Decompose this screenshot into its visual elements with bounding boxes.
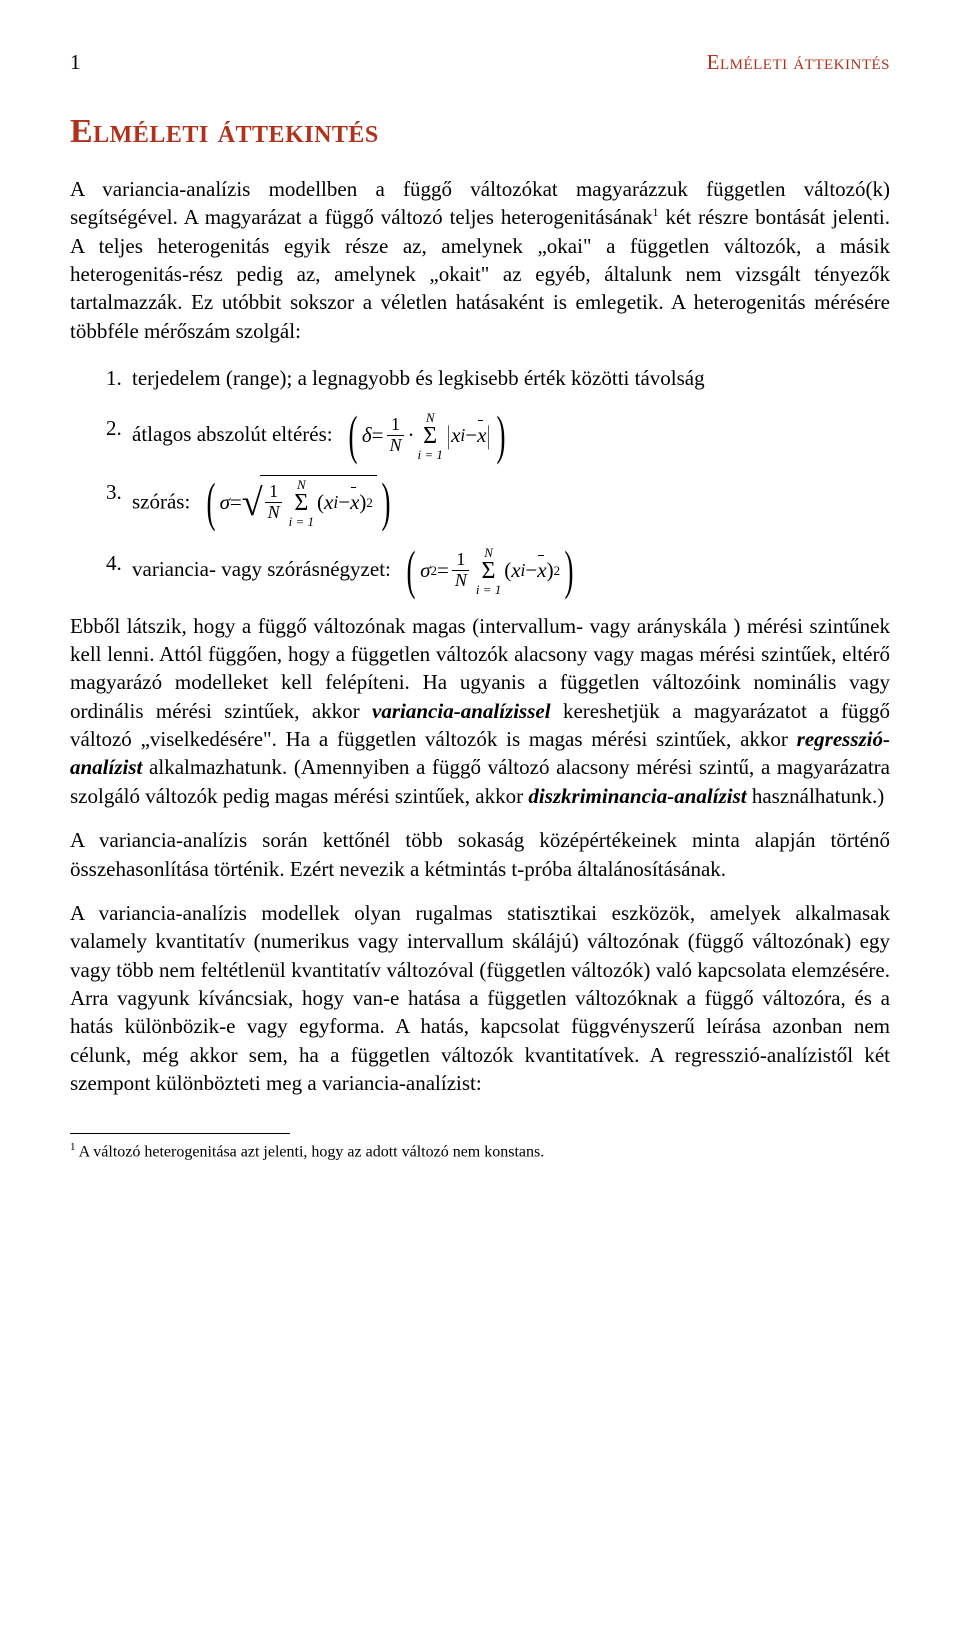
- item-label: variancia- vagy szórásnégyzet:: [132, 557, 391, 581]
- page-number: 1: [70, 50, 81, 75]
- sigma-symbol: σ: [420, 553, 430, 589]
- x-bar: x: [477, 418, 486, 454]
- paragraph-models: A variancia-analízis modellek olyan ruga…: [70, 899, 890, 1097]
- sum-lower: i = 1: [476, 583, 501, 596]
- numerator: 1: [387, 415, 404, 436]
- page-title: Elméleti áttekintés: [70, 113, 890, 151]
- list-item: 3. szórás: ( σ = √ 1 N: [106, 475, 890, 532]
- list-number: 1.: [106, 361, 132, 397]
- term-discriminant-analysis: diszkriminancia-analízist: [528, 784, 746, 808]
- fraction: 1 N: [385, 415, 405, 456]
- footnote-text: A változó heterogenitása azt jelenti, ho…: [76, 1144, 545, 1161]
- minus-symbol: −: [338, 485, 350, 521]
- squared: 2: [366, 492, 373, 514]
- list-item: 1. terjedelem (range); a legnagyobb és l…: [106, 361, 890, 397]
- footnote: 1 A változó heterogenitása azt jelenti, …: [70, 1140, 890, 1163]
- summation: N Σ i = 1: [476, 546, 501, 596]
- denominator: N: [264, 503, 284, 523]
- fraction: 1 N: [451, 550, 471, 591]
- fraction: 1 N: [264, 482, 284, 523]
- x-var: x: [451, 418, 460, 454]
- numerator: 1: [452, 550, 469, 571]
- squared: 2: [554, 560, 561, 582]
- formula-variance: ( σ2 = 1 N N Σ i = 1 (xi: [402, 546, 578, 596]
- paren-right-icon: ): [496, 417, 505, 455]
- list-number: 2.: [106, 411, 132, 461]
- minus-symbol: −: [525, 553, 537, 589]
- x-bar: x: [537, 553, 546, 589]
- paragraph-scales: Ebből látszik, hogy a függő változónak m…: [70, 612, 890, 810]
- list-text: variancia- vagy szórásnégyzet: ( σ 2 = 1 …: [132, 546, 890, 596]
- intro-paragraph: A variancia-analízis modellben a függő v…: [70, 175, 890, 345]
- list-text: terjedelem (range); a legnagyobb és legk…: [132, 361, 890, 397]
- list-text: átlagos abszolút eltérés: ( δ = 1 N · N: [132, 411, 890, 461]
- equals-symbol: =: [437, 553, 449, 589]
- item-label: szórás:: [132, 489, 190, 513]
- paragraph-ttest: A variancia-analízis során kettőnél több…: [70, 826, 890, 883]
- paren-right-icon: ): [381, 484, 390, 522]
- denominator: N: [385, 436, 405, 456]
- list-number: 3.: [106, 475, 132, 532]
- dot-symbol: ·: [407, 418, 414, 454]
- paren-left-icon: (: [407, 552, 416, 590]
- list-text: szórás: ( σ = √ 1 N: [132, 475, 890, 532]
- equals-symbol: =: [372, 418, 384, 454]
- item-label: átlagos abszolút eltérés:: [132, 422, 333, 446]
- running-head: Elméleti áttekintés: [707, 50, 890, 75]
- list-item: 2. átlagos abszolút eltérés: ( δ = 1 N ·: [106, 411, 890, 461]
- sum-lower: i = 1: [289, 515, 314, 528]
- sigma-icon: Σ: [423, 424, 437, 448]
- sigma-icon: Σ: [482, 559, 496, 583]
- delta-symbol: δ: [362, 418, 372, 454]
- numerator: 1: [265, 482, 282, 503]
- list-item: 4. variancia- vagy szórásnégyzet: ( σ 2 =…: [106, 546, 890, 596]
- page-header: 1 Elméleti áttekintés: [70, 50, 890, 75]
- para-text: használhatunk.): [747, 784, 885, 808]
- paren-left-icon: (: [206, 484, 215, 522]
- paren-left-icon: (: [348, 417, 357, 455]
- sum-lower: i = 1: [417, 448, 442, 461]
- minus-symbol: −: [465, 418, 477, 454]
- term-variance-analysis: variancia-analízissel: [372, 699, 551, 723]
- abs-right-icon: |: [488, 414, 491, 458]
- square-root: √ 1 N N Σ i = 1: [242, 475, 377, 532]
- sum-upper: N: [426, 411, 435, 424]
- paren-right-icon: ): [565, 552, 574, 590]
- list-number: 4.: [106, 546, 132, 596]
- x-bar: x: [350, 485, 359, 521]
- denominator: N: [451, 571, 471, 591]
- document-page: 1 Elméleti áttekintés Elméleti áttekinté…: [0, 0, 960, 1639]
- formula-sigma: ( σ = √ 1 N N: [202, 475, 395, 532]
- summation: N Σ i = 1: [289, 478, 314, 528]
- summation: N Σ i = 1: [417, 411, 442, 461]
- x-var: x: [511, 553, 520, 589]
- footnote-separator: [70, 1133, 290, 1134]
- equals-symbol: =: [230, 485, 242, 521]
- sum-upper: N: [484, 546, 493, 559]
- sigma-icon: Σ: [294, 491, 308, 515]
- measures-list: 1. terjedelem (range); a legnagyobb és l…: [70, 361, 890, 596]
- abs-left-icon: |: [447, 414, 450, 458]
- x-var: x: [324, 485, 333, 521]
- sum-upper: N: [297, 478, 306, 491]
- formula-delta: ( δ = 1 N · N Σ i = 1: [344, 411, 510, 461]
- sigma-symbol: σ: [220, 485, 230, 521]
